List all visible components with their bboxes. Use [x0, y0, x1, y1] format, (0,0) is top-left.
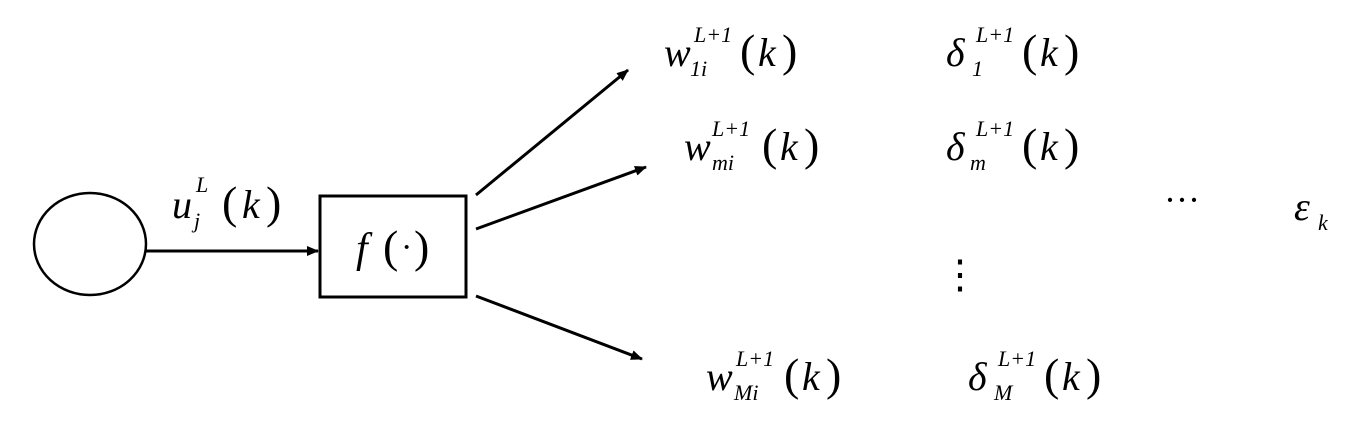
output-arrow-m — [475, 165, 647, 231]
input-label-lparen: ( — [222, 177, 237, 228]
svg-text:(: ( — [1044, 349, 1059, 400]
svg-text:): ) — [1064, 25, 1079, 76]
svg-text:m: m — [970, 150, 986, 175]
delta-label-M: δ L+1 M ( k ) — [968, 346, 1101, 405]
svg-text:): ) — [1064, 119, 1079, 170]
svg-text:(: ( — [1022, 119, 1037, 170]
input-node — [32, 191, 148, 297]
activation-function-box — [318, 194, 468, 299]
weight-label-m: w L+1 mi ( k ) — [684, 116, 819, 175]
svg-text:Mi: Mi — [733, 380, 758, 405]
svg-text:L+1: L+1 — [975, 116, 1014, 141]
weight-label-1: w L+1 1i ( k ) — [664, 22, 797, 81]
delta-label-m: δ L+1 m ( k ) — [946, 116, 1079, 175]
weight-label-M: w L+1 Mi ( k ) — [706, 346, 841, 405]
svg-text:mi: mi — [712, 150, 734, 175]
input-label-rparen: ) — [266, 177, 281, 228]
svg-text:1i: 1i — [690, 56, 707, 81]
svg-text:δ: δ — [946, 124, 966, 169]
svg-text:): ) — [1086, 349, 1101, 400]
vertical-ellipsis: ⋮ — [940, 252, 980, 297]
svg-text:k: k — [802, 354, 821, 399]
svg-text:w: w — [664, 30, 691, 75]
input-label-base: u — [172, 182, 192, 227]
svg-text:): ) — [804, 119, 819, 170]
svg-text:δ: δ — [968, 354, 988, 399]
svg-text:1: 1 — [972, 56, 983, 81]
function-lparen: ( — [383, 221, 398, 272]
svg-text:k: k — [758, 30, 777, 75]
svg-text:k: k — [1062, 354, 1081, 399]
svg-text:L+1: L+1 — [997, 346, 1036, 371]
svg-text:(: ( — [762, 119, 777, 170]
svg-text:w: w — [706, 354, 733, 399]
error-label: ε k — [1294, 184, 1329, 235]
input-label-sub: j — [191, 208, 200, 233]
input-label: u L j ( k ) — [172, 172, 281, 233]
output-arrow-M — [475, 294, 643, 361]
input-label-arg: k — [242, 182, 261, 227]
svg-text:L+1: L+1 — [735, 346, 774, 371]
svg-text:L+1: L+1 — [711, 116, 750, 141]
svg-text:ε: ε — [1294, 184, 1310, 229]
function-name: f — [356, 226, 373, 272]
svg-text:k: k — [780, 124, 799, 169]
svg-text:L+1: L+1 — [975, 22, 1014, 47]
svg-text:δ: δ — [946, 30, 966, 75]
svg-text:w: w — [684, 124, 711, 169]
svg-text:(: ( — [1022, 25, 1037, 76]
svg-text:k: k — [1040, 30, 1059, 75]
function-arg: · — [401, 229, 412, 266]
function-label: f ( · ) — [356, 221, 429, 272]
output-arrow-1 — [475, 68, 629, 197]
svg-text:L+1: L+1 — [693, 22, 732, 47]
horizontal-ellipsis: ··· — [1164, 180, 1200, 220]
svg-text:(: ( — [784, 349, 799, 400]
delta-label-1: δ L+1 1 ( k ) — [946, 22, 1079, 81]
svg-text:): ) — [782, 25, 797, 76]
input-label-sup: L — [195, 172, 208, 197]
svg-text:(: ( — [740, 25, 755, 76]
svg-text:): ) — [826, 349, 841, 400]
svg-text:M: M — [993, 380, 1014, 405]
svg-text:k: k — [1318, 210, 1329, 235]
svg-text:k: k — [1040, 124, 1059, 169]
function-rparen: ) — [414, 221, 429, 272]
